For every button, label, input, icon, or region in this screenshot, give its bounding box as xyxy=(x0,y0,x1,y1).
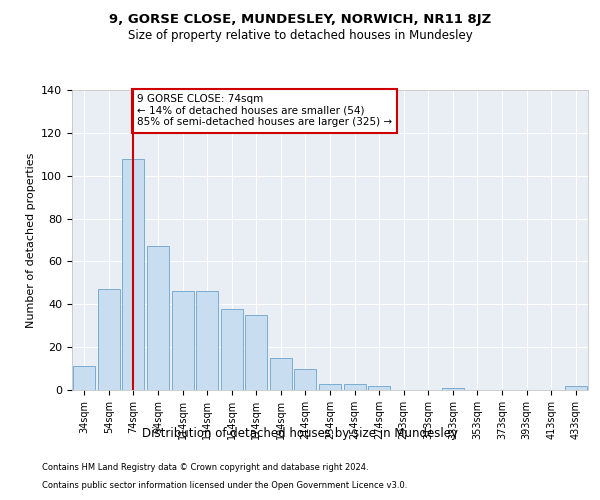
Text: Contains HM Land Registry data © Crown copyright and database right 2024.: Contains HM Land Registry data © Crown c… xyxy=(42,464,368,472)
Bar xyxy=(368,386,390,390)
Bar xyxy=(270,358,292,390)
Y-axis label: Number of detached properties: Number of detached properties xyxy=(26,152,35,328)
Bar xyxy=(245,315,268,390)
Bar xyxy=(344,384,365,390)
Bar xyxy=(172,292,194,390)
Bar xyxy=(196,292,218,390)
Bar xyxy=(122,158,145,390)
Bar xyxy=(442,388,464,390)
Text: Contains public sector information licensed under the Open Government Licence v3: Contains public sector information licen… xyxy=(42,481,407,490)
Bar xyxy=(147,246,169,390)
Bar xyxy=(221,308,243,390)
Bar xyxy=(98,290,120,390)
Bar xyxy=(73,366,95,390)
Text: Distribution of detached houses by size in Mundesley: Distribution of detached houses by size … xyxy=(142,428,458,440)
Bar xyxy=(319,384,341,390)
Bar xyxy=(295,368,316,390)
Text: Size of property relative to detached houses in Mundesley: Size of property relative to detached ho… xyxy=(128,29,472,42)
Text: 9, GORSE CLOSE, MUNDESLEY, NORWICH, NR11 8JZ: 9, GORSE CLOSE, MUNDESLEY, NORWICH, NR11… xyxy=(109,12,491,26)
Text: 9 GORSE CLOSE: 74sqm
← 14% of detached houses are smaller (54)
85% of semi-detac: 9 GORSE CLOSE: 74sqm ← 14% of detached h… xyxy=(137,94,392,128)
Bar xyxy=(565,386,587,390)
